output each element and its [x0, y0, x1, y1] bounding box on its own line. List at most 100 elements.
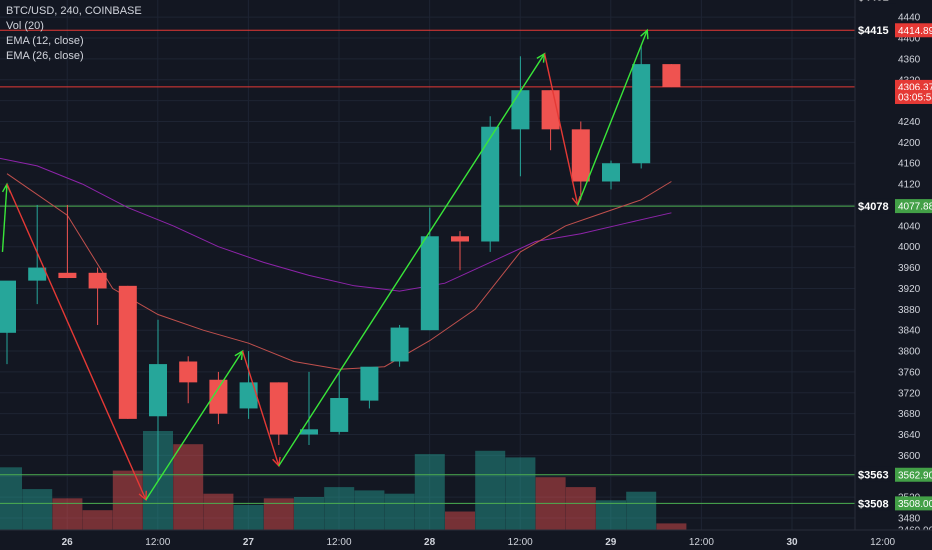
price-tick-label: 3480 [898, 514, 921, 525]
candle-body [118, 285, 137, 419]
level-tag: $4481 [858, 0, 889, 3]
candle-body [632, 64, 651, 164]
price-tick-label: 3640 [898, 430, 921, 441]
candle-body [330, 398, 349, 432]
level-tag: $4415 [858, 25, 889, 37]
price-label: 3508.00 [898, 499, 932, 510]
time-tick-label: 28 [424, 537, 436, 548]
zigzag-segment [278, 53, 546, 467]
price-tick-label: 3840 [898, 326, 921, 337]
candle-body [300, 429, 318, 435]
chart-grid [0, 0, 884, 530]
volume-bar [596, 500, 626, 530]
candle-body [149, 364, 167, 417]
zigzag-segment [6, 183, 147, 501]
candlesticks [0, 45, 681, 482]
time-tick-label: 12:00 [508, 537, 533, 548]
ema-lines [0, 157, 672, 370]
price-label-bg [895, 89, 932, 104]
zigzag-segment [543, 53, 579, 206]
level-tag: $3508 [858, 498, 889, 510]
candle-body [0, 280, 16, 333]
time-tick-label: 30 [786, 537, 798, 548]
price-tick-label: 3920 [898, 284, 921, 295]
candle-body [602, 163, 620, 182]
zigzag-pattern [1, 28, 649, 502]
volume-bar [233, 504, 264, 530]
time-tick-label: 12:00 [326, 537, 351, 548]
level-tag-bg [856, 495, 896, 511]
volume-bar [384, 493, 415, 530]
price-tick-label: 3680 [898, 409, 921, 420]
price-tick-label: 4160 [898, 159, 921, 170]
price-label: 03:05:58 [898, 92, 932, 103]
price-label: 3562.90 [898, 470, 932, 481]
volume-bar [414, 454, 445, 530]
volume-indicator-label[interactable]: Vol (20) [6, 20, 44, 32]
horizontal-levels [0, 29, 855, 504]
ema12-indicator-label[interactable]: EMA (12, close) [6, 35, 84, 47]
symbol-label[interactable]: BTC/USD, 240, COINBASE [6, 5, 142, 17]
zigzag-segment [577, 29, 648, 206]
level-tag-bg [856, 466, 896, 482]
volume-bar [565, 487, 596, 530]
candle-body [88, 272, 107, 289]
price-tick-label: 3800 [898, 347, 921, 358]
price-tick-label: 3960 [898, 263, 921, 274]
candle-body [239, 382, 258, 409]
volume-bar [475, 450, 506, 530]
price-label: 4414.89 [898, 26, 932, 37]
ema26-indicator-label[interactable]: EMA (26, close) [6, 50, 84, 62]
volume-bar [203, 493, 234, 530]
zigzag-arrowhead [640, 28, 649, 40]
level-tag: $3563 [858, 470, 889, 482]
time-tick-label: 12:00 [689, 537, 714, 548]
candle-body [179, 361, 198, 383]
zigzag-segment [145, 350, 244, 501]
volume-bar [626, 491, 657, 530]
volume-bar [445, 511, 475, 530]
zigzag-segment [241, 350, 280, 467]
volume-bar [505, 457, 536, 530]
volume-bar [22, 489, 53, 530]
time-axis[interactable]: 26 12:00 27 12:00 28 12:00 29 12:00 30 12:00 [0, 529, 932, 550]
price-axis[interactable]: 3480352035603600364036803720376038003840… [854, 0, 932, 550]
time-tick-label: 12:00 [870, 537, 895, 548]
volume-bar [294, 497, 324, 530]
volume-bar [656, 523, 687, 530]
time-tick-label: 12:00 [145, 537, 170, 548]
price-label-bg [895, 496, 932, 511]
candle-body [511, 90, 530, 130]
candle-body [269, 382, 288, 435]
candle-body [451, 236, 469, 242]
volume-bar [173, 444, 204, 530]
level-tag: $4078 [858, 201, 889, 213]
zigzag-arrowhead [536, 52, 546, 63]
price-tick-label: 3720 [898, 388, 921, 399]
zigzag-arrowhead [138, 490, 147, 502]
volume-bar [324, 487, 355, 530]
volume-bar [0, 467, 22, 530]
price-label-bg [895, 23, 932, 38]
candle-body [571, 129, 590, 182]
candle-body [481, 126, 500, 242]
candle-body [209, 379, 228, 414]
price-label: 4077.88 [898, 202, 932, 213]
candle-body [360, 366, 379, 401]
level-tag-bg [856, 198, 896, 214]
volume-bar [112, 470, 143, 530]
level-tag-bg [856, 22, 896, 38]
zigzag-arrowhead [234, 349, 244, 361]
chart-legend: BTC/USD, 240, COINBASE Vol (20) EMA (12,… [6, 4, 142, 64]
price-tick-label: 3760 [898, 367, 921, 378]
candle-body [420, 236, 439, 331]
price-tick-label: 4400 [898, 34, 921, 45]
price-tick-label: 4120 [898, 180, 921, 191]
ema26-line [0, 157, 672, 292]
candle-body [28, 267, 47, 281]
zigzag-segment [1, 184, 8, 252]
price-tick-label: 4440 [898, 13, 921, 24]
level-tag-bg [856, 0, 896, 4]
volume-bar [354, 490, 385, 530]
